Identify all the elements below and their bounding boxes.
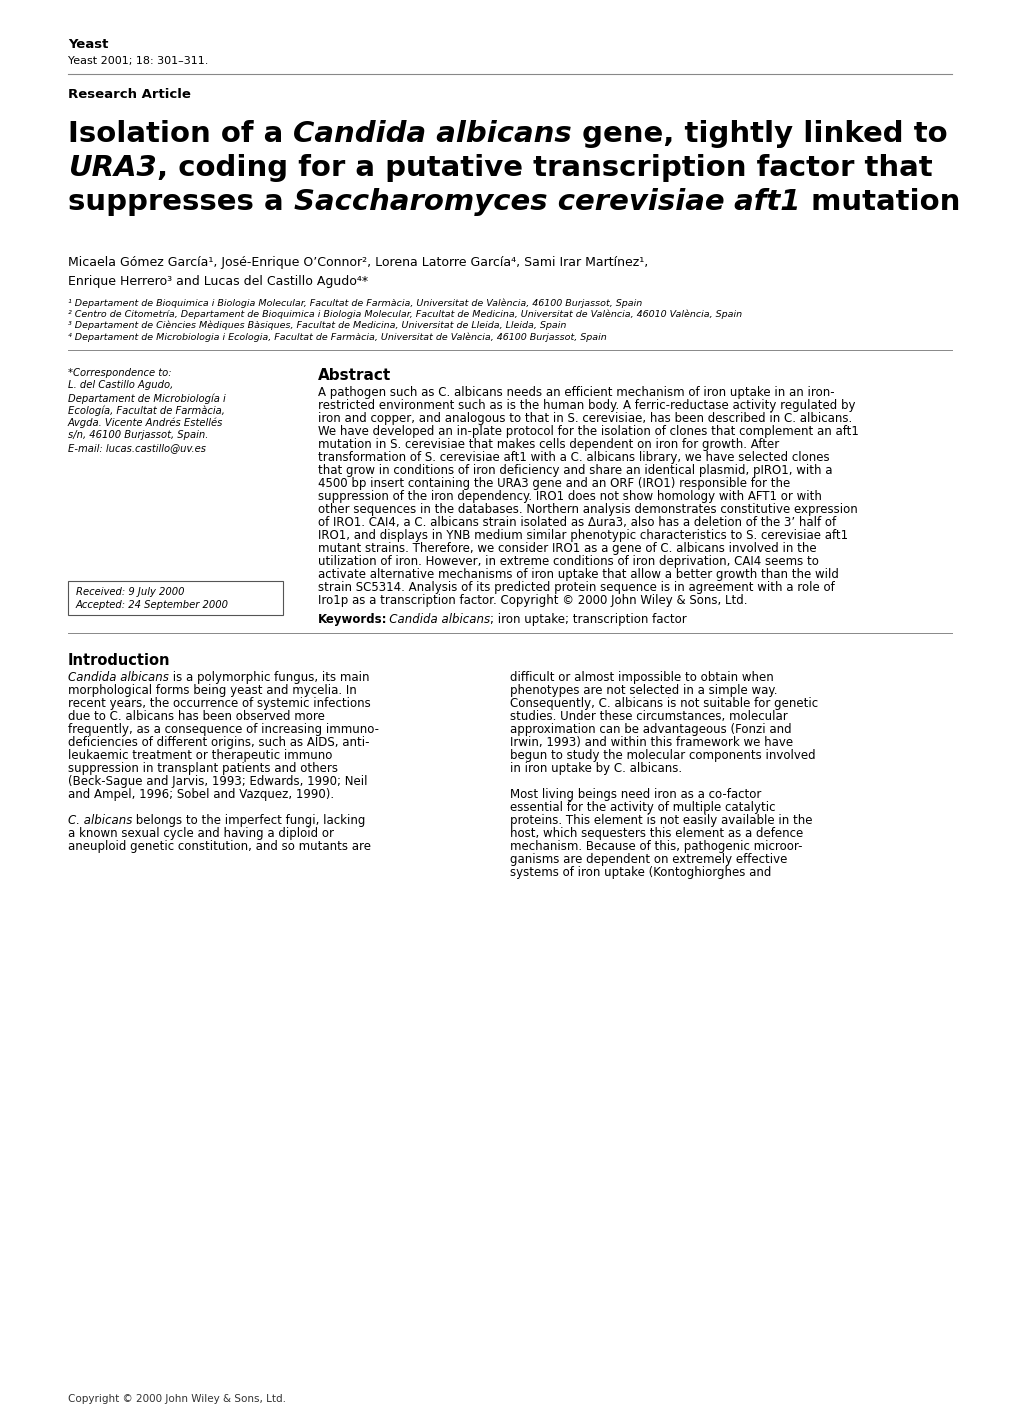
Text: iron and copper, and analogous to that in S. cerevisiae, has been described in C: iron and copper, and analogous to that i…	[318, 413, 852, 425]
Text: E-mail: lucas.castillo@uv.es: E-mail: lucas.castillo@uv.es	[68, 442, 206, 452]
Text: studies. Under these circumstances, molecular: studies. Under these circumstances, mole…	[510, 710, 787, 723]
Text: Most living beings need iron as a co-factor: Most living beings need iron as a co-fac…	[510, 788, 760, 801]
Text: suppression of the iron dependency. IRO1 does not show homology with AFT1 or wit: suppression of the iron dependency. IRO1…	[318, 491, 821, 503]
Text: activate alternative mechanisms of iron uptake that allow a better growth than t: activate alternative mechanisms of iron …	[318, 569, 838, 581]
Text: Consequently, C. albicans is not suitable for genetic: Consequently, C. albicans is not suitabl…	[510, 698, 817, 710]
Text: transformation of S. cerevisiae aft1 with a C. albicans library, we have selecte: transformation of S. cerevisiae aft1 wit…	[318, 451, 828, 464]
Text: and Ampel, 1996; Sobel and Vazquez, 1990).: and Ampel, 1996; Sobel and Vazquez, 1990…	[68, 788, 334, 801]
Text: suppression in transplant patients and others: suppression in transplant patients and o…	[68, 761, 337, 776]
Text: ¹ Departament de Bioquimica i Biologia Molecular, Facultat de Farmàcia, Universi: ¹ Departament de Bioquimica i Biologia M…	[68, 298, 642, 308]
Text: due to C. albicans has been observed more: due to C. albicans has been observed mor…	[68, 710, 325, 723]
Text: utilization of iron. However, in extreme conditions of iron deprivation, CAI4 se: utilization of iron. However, in extreme…	[318, 554, 818, 569]
Text: gene, tightly linked to: gene, tightly linked to	[572, 121, 947, 147]
Text: ⁴ Departament de Microbiologia i Ecologia, Facultat de Farmàcia, Universitat de : ⁴ Departament de Microbiologia i Ecologi…	[68, 332, 606, 342]
Text: belongs to the imperfect fungi, lacking: belongs to the imperfect fungi, lacking	[132, 814, 366, 827]
Text: restricted environment such as is the human body. A ferric-reductase activity re: restricted environment such as is the hu…	[318, 398, 855, 413]
Text: Keywords:: Keywords:	[318, 613, 387, 625]
Text: s/n, 46100 Burjassot, Spain.: s/n, 46100 Burjassot, Spain.	[68, 431, 208, 441]
Text: IRO1, and displays in YNB medium similar phenotypic characteristics to S. cerevi: IRO1, and displays in YNB medium similar…	[318, 529, 847, 542]
Text: mechanism. Because of this, pathogenic microor-: mechanism. Because of this, pathogenic m…	[510, 839, 802, 854]
Text: Avgda. Vicente Andrés Estellés: Avgda. Vicente Andrés Estellés	[68, 418, 223, 428]
Text: mutation in S. cerevisiae that makes cells dependent on iron for growth. After: mutation in S. cerevisiae that makes cel…	[318, 438, 779, 451]
Text: suppresses a: suppresses a	[68, 189, 293, 216]
Text: L. del Castillo Agudo,: L. del Castillo Agudo,	[68, 380, 173, 390]
Text: that grow in conditions of iron deficiency and share an identical plasmid, pIRO1: that grow in conditions of iron deficien…	[318, 464, 832, 476]
Text: Candida albicans: Candida albicans	[293, 121, 572, 147]
Text: mutation: mutation	[800, 189, 959, 216]
Text: Accepted: 24 September 2000: Accepted: 24 September 2000	[76, 600, 229, 610]
Text: aft1: aft1	[723, 189, 800, 216]
Text: approximation can be advantageous (Fonzi and: approximation can be advantageous (Fonzi…	[510, 723, 791, 736]
Text: ³ Departament de Ciències Mèdiques Bàsiques, Facultat de Medicina, Universitat d: ³ Departament de Ciències Mèdiques Bàsiq…	[68, 320, 566, 330]
Text: in iron uptake by C. albicans.: in iron uptake by C. albicans.	[510, 761, 682, 776]
Text: A pathogen such as C. albicans needs an efficient mechanism of iron uptake in an: A pathogen such as C. albicans needs an …	[318, 386, 834, 398]
Text: Iro1p as a transcription factor. Copyright © 2000 John Wiley & Sons, Ltd.: Iro1p as a transcription factor. Copyrig…	[318, 594, 747, 607]
Text: is a polymorphic fungus, its main: is a polymorphic fungus, its main	[169, 671, 369, 683]
Text: Candida albicans: Candida albicans	[378, 613, 490, 625]
Text: Abstract: Abstract	[318, 369, 391, 383]
Text: Received: 9 July 2000: Received: 9 July 2000	[76, 587, 184, 597]
Text: URA3: URA3	[68, 155, 157, 182]
Text: Departament de Microbiología i: Departament de Microbiología i	[68, 393, 225, 404]
Text: leukaemic treatment or therapeutic immuno: leukaemic treatment or therapeutic immun…	[68, 749, 332, 761]
Text: difficult or almost impossible to obtain when: difficult or almost impossible to obtain…	[510, 671, 773, 683]
Text: (Beck-Sague and Jarvis, 1993; Edwards, 1990; Neil: (Beck-Sague and Jarvis, 1993; Edwards, 1…	[68, 776, 367, 788]
Text: a known sexual cycle and having a diploid or: a known sexual cycle and having a diploi…	[68, 827, 333, 839]
Text: ganisms are dependent on extremely effective: ganisms are dependent on extremely effec…	[510, 854, 787, 866]
Text: Introduction: Introduction	[68, 654, 170, 668]
Text: phenotypes are not selected in a simple way.: phenotypes are not selected in a simple …	[510, 683, 776, 698]
Text: begun to study the molecular components involved: begun to study the molecular components …	[510, 749, 815, 761]
Text: frequently, as a consequence of increasing immuno-: frequently, as a consequence of increasi…	[68, 723, 379, 736]
Text: Yeast 2001; 18: 301–311.: Yeast 2001; 18: 301–311.	[68, 55, 208, 67]
Text: strain SC5314. Analysis of its predicted protein sequence is in agreement with a: strain SC5314. Analysis of its predicted…	[318, 581, 834, 594]
Text: Enrique Herrero³ and Lucas del Castillo Agudo⁴*: Enrique Herrero³ and Lucas del Castillo …	[68, 275, 368, 288]
Text: essential for the activity of multiple catalytic: essential for the activity of multiple c…	[510, 801, 774, 814]
Text: deficiencies of different origins, such as AIDS, anti-: deficiencies of different origins, such …	[68, 736, 369, 749]
Text: *Correspondence to:: *Correspondence to:	[68, 369, 171, 379]
Text: other sequences in the databases. Northern analysis demonstrates constitutive ex: other sequences in the databases. Northe…	[318, 503, 857, 516]
Text: systems of iron uptake (Kontoghiorghes and: systems of iron uptake (Kontoghiorghes a…	[510, 866, 770, 879]
Text: Research Article: Research Article	[68, 88, 191, 101]
Text: host, which sequesters this element as a defence: host, which sequesters this element as a…	[510, 827, 803, 839]
Text: C. albicans: C. albicans	[68, 814, 132, 827]
Text: ² Centro de Citometría, Departament de Bioquimica i Biologia Molecular, Facultat: ² Centro de Citometría, Departament de B…	[68, 309, 742, 319]
Text: Micaela Gómez García¹, José-Enrique O’Connor², Lorena Latorre García⁴, Sami Irar: Micaela Gómez García¹, José-Enrique O’Co…	[68, 257, 648, 269]
Text: Isolation of a: Isolation of a	[68, 121, 293, 147]
Text: of IRO1. CAI4, a C. albicans strain isolated as Δura3, also has a deletion of th: of IRO1. CAI4, a C. albicans strain isol…	[318, 516, 836, 529]
Text: mutant strains. Therefore, we consider IRO1 as a gene of C. albicans involved in: mutant strains. Therefore, we consider I…	[318, 542, 816, 554]
Text: Copyright © 2000 John Wiley & Sons, Ltd.: Copyright © 2000 John Wiley & Sons, Ltd.	[68, 1394, 285, 1404]
Text: Saccharomyces cerevisiae: Saccharomyces cerevisiae	[293, 189, 723, 216]
Text: We have developed an in-plate protocol for the isolation of clones that compleme: We have developed an in-plate protocol f…	[318, 425, 858, 438]
Text: Irwin, 1993) and within this framework we have: Irwin, 1993) and within this framework w…	[510, 736, 793, 749]
Text: Yeast: Yeast	[68, 38, 108, 51]
Text: recent years, the occurrence of systemic infections: recent years, the occurrence of systemic…	[68, 698, 370, 710]
Bar	[68, 581, 282, 615]
Text: 4500 bp insert containing the URA3 gene and an ORF (IRO1) responsible for the: 4500 bp insert containing the URA3 gene …	[318, 476, 790, 491]
Text: Candida albicans: Candida albicans	[68, 671, 169, 683]
Text: , coding for a putative transcription factor that: , coding for a putative transcription fa…	[157, 155, 931, 182]
Text: Ecología, Facultat de Farmàcia,: Ecología, Facultat de Farmàcia,	[68, 406, 224, 415]
Text: aneuploid genetic constitution, and so mutants are: aneuploid genetic constitution, and so m…	[68, 839, 371, 854]
Text: ; iron uptake; transcription factor: ; iron uptake; transcription factor	[490, 613, 686, 625]
Text: morphological forms being yeast and mycelia. In: morphological forms being yeast and myce…	[68, 683, 357, 698]
Text: proteins. This element is not easily available in the: proteins. This element is not easily ava…	[510, 814, 812, 827]
